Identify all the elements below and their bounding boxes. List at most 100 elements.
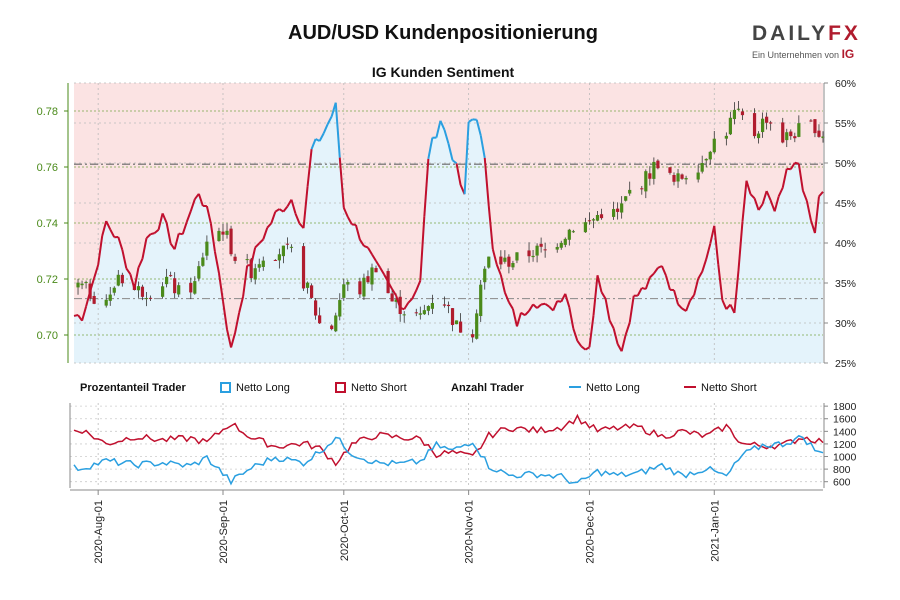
count-tick-label: 1200 [833, 439, 857, 451]
sentiment-line-segment [129, 273, 136, 290]
sentiment-line-segment [584, 346, 590, 351]
candle-body [273, 259, 277, 261]
x-tick-label: 2020-Nov-01 [464, 500, 476, 564]
candle-body [781, 122, 785, 143]
candle-body [446, 304, 451, 307]
sentiment-line-segment [608, 319, 615, 329]
candle-body [370, 267, 374, 285]
candle-body [358, 281, 362, 295]
sentiment-line-segment [85, 291, 92, 307]
candle-body [700, 163, 704, 172]
sentiment-line-segment [536, 303, 542, 309]
sentiment-line-segment [178, 232, 183, 236]
sentiment-line-segment [411, 289, 418, 300]
candle-body [712, 138, 716, 153]
sentiment-line-segment [468, 118, 474, 123]
sentiment-line-segment [226, 329, 233, 348]
sentiment-line-segment [101, 220, 108, 237]
candle-body [84, 281, 88, 283]
candle-body [769, 122, 773, 124]
sentiment-line-segment [813, 196, 820, 234]
sentiment-line-segment [222, 301, 229, 330]
sentiment-line-segment [592, 275, 599, 316]
sentiment-line-segment [247, 264, 252, 267]
candle-body [628, 189, 632, 194]
candle-body [454, 320, 459, 325]
right-tick-label: 50% [835, 158, 856, 170]
candle-body [418, 313, 422, 315]
long-zone-bg [74, 102, 823, 363]
sentiment-line-segment [576, 340, 583, 348]
sentiment-line-segment [419, 216, 426, 281]
candle-body [620, 203, 624, 213]
candle-body [281, 245, 285, 257]
sentiment-line-segment [769, 200, 776, 212]
candle-body [539, 243, 543, 247]
sentiment-line-segment [483, 157, 490, 207]
sentiment-line-segment [673, 289, 679, 305]
candle-body [583, 222, 588, 233]
candle-body [535, 245, 539, 256]
candle-body [487, 256, 491, 268]
candle-body [704, 158, 708, 161]
sentiment-line-segment [689, 294, 695, 302]
candle-body [644, 171, 648, 192]
x-tick-label: 2020-Aug-01 [93, 500, 105, 564]
sentiment-line-segment [705, 243, 712, 260]
sentiment-line-segment [354, 224, 361, 240]
sentiment-line-segment [105, 220, 112, 230]
candle-body [193, 281, 197, 294]
count-tick-label: 1600 [833, 414, 857, 426]
sentiment-line-segment [254, 242, 260, 249]
sentiment-line-segment [495, 264, 502, 276]
sentiment-line-segment [185, 210, 192, 223]
sentiment-line-segment [415, 280, 422, 291]
sentiment-line-segment [749, 193, 756, 200]
sentiment-line-segment [644, 277, 651, 290]
candle-body [450, 308, 455, 326]
candle-body [169, 275, 173, 277]
candle-body [624, 196, 628, 201]
candle-body [785, 132, 789, 141]
sentiment-line-segment [375, 260, 381, 269]
sentiment-line-segment [181, 221, 188, 235]
candle-body [740, 111, 745, 116]
sentiment-line-segment [117, 236, 124, 251]
candle-body [92, 295, 96, 304]
candle-body [422, 310, 426, 315]
sentiment-line-segment [773, 196, 780, 212]
sentiment-line-segment [641, 286, 647, 291]
sentiment-line-segment [145, 233, 152, 239]
candle-body [765, 116, 769, 123]
sentiment-line-segment [761, 190, 768, 205]
chart-title: AUD/USD Kundenpositionierung [288, 22, 598, 44]
candle-body [318, 315, 322, 324]
candle-body [414, 312, 418, 314]
sentiment-line-segment [342, 207, 349, 218]
sentiment-line-segment [737, 221, 744, 272]
sentiment-line-segment [326, 115, 333, 125]
sentiment-line-segment [508, 301, 514, 310]
candle-body [612, 209, 616, 217]
right-tick-label: 40% [835, 238, 856, 250]
sentiment-line-segment [721, 299, 728, 310]
candle-body [813, 119, 817, 134]
sentiment-line-segment [596, 275, 603, 293]
sentiment-line-segment [213, 251, 220, 274]
candle-body [249, 259, 253, 279]
sentiment-line-segment [794, 161, 800, 165]
candle-body [652, 161, 656, 179]
candle-body [305, 282, 310, 288]
sentiment-line-segment [334, 102, 341, 158]
candle-body [366, 276, 370, 283]
candle-body [346, 281, 350, 285]
sentiment-line-segment [302, 186, 309, 229]
sentiment-line-segment [511, 308, 518, 327]
candle-body [334, 315, 338, 332]
candle-body [173, 278, 177, 294]
sentiment-line-segment [238, 296, 245, 314]
candle-body [225, 230, 229, 235]
dailyfx-logo: DAILYFX Ein Unternehmen von IG [752, 22, 872, 62]
left-tick-label: 0.76 [37, 162, 58, 174]
sentiment-line-segment [455, 163, 462, 186]
